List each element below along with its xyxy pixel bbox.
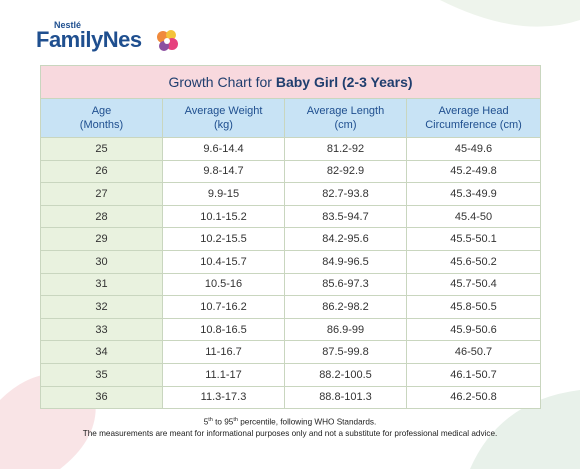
column-header-line: (Months) <box>79 119 124 131</box>
table-cell: 84.2-95.6 <box>284 227 407 251</box>
table-cell: 27 <box>40 182 163 206</box>
table-cell: 85.6-97.3 <box>284 272 407 297</box>
table-row: 34 11-16.7 87.5-99.8 46-50.7 <box>40 340 542 364</box>
table-cell: 9.6-14.4 <box>162 137 285 161</box>
table-cell: 9.9-15 <box>162 182 285 206</box>
table-cell: 35 <box>40 362 163 387</box>
table-row: 25 9.6-14.4 81.2-92 45-49.6 <box>40 137 542 161</box>
table-cell: 33 <box>40 317 163 342</box>
footnote-line: 5th to 95th percentile, following WHO St… <box>0 415 580 428</box>
table-cell: 28 <box>40 204 163 229</box>
table-cell: 83.5-94.7 <box>284 204 407 229</box>
table-cell: 87.5-99.8 <box>284 340 407 364</box>
table-cell: 45.7-50.4 <box>405 272 542 297</box>
column-header-line: Age <box>91 105 112 117</box>
table-row: 28 10.1-15.2 83.5-94.7 45.4-50 <box>40 204 542 229</box>
fn-sup: th <box>233 417 238 423</box>
table-cell: 84.9-96.5 <box>284 249 407 274</box>
title-emphasis: Baby Girl (2-3 Years) <box>275 74 413 90</box>
table-cell: 81.2-92 <box>284 137 407 161</box>
table-row: 29 10.2-15.5 84.2-95.6 45.5-50.1 <box>40 227 542 251</box>
table-cell: 86.2-98.2 <box>284 295 407 319</box>
fn-part: to 95 <box>212 417 234 427</box>
table-cell: 46.1-50.7 <box>405 362 542 387</box>
table-cell: 36 <box>40 385 163 410</box>
table-cell: 31 <box>40 272 163 297</box>
footnote-line: The measurements are meant for informati… <box>82 428 498 438</box>
table-row: 36 11.3-17.3 88.8-101.3 46.2-50.8 <box>40 385 542 410</box>
table-cell: 11.3-17.3 <box>162 385 285 410</box>
fn-part: 5 <box>203 417 209 427</box>
table-row: 27 9.9-15 82.7-93.8 45.3-49.9 <box>40 182 542 206</box>
footnote: 5th to 95th percentile, following WHO St… <box>0 415 580 439</box>
column-header-line: Average Length <box>306 105 385 117</box>
table-cell: 45-49.6 <box>405 137 542 161</box>
column-header: Average Head Circumference (cm) <box>405 98 542 138</box>
fn-part: percentile, following WHO Standards. <box>237 417 377 427</box>
column-header-line: (kg) <box>214 119 233 131</box>
growth-table: Growth Chart for Baby Girl (2-3 Years) A… <box>39 65 542 410</box>
column-header: Age (Months) <box>40 98 163 138</box>
table-row: 26 9.8-14.7 82-92.9 45.2-49.8 <box>40 159 542 184</box>
brand-small: Nestlé <box>54 20 82 30</box>
table-row: 31 10.5-16 85.6-97.3 45.7-50.4 <box>40 272 542 297</box>
table-cell: 34 <box>40 340 163 364</box>
table-cell: 82-92.9 <box>284 159 407 184</box>
table-cell: 10.8-16.5 <box>162 317 285 342</box>
table-title: Growth Chart for Baby Girl (2-3 Years) <box>39 65 542 99</box>
table-cell: 46.2-50.8 <box>405 385 542 410</box>
title-prefix: Growth Chart for <box>168 74 276 90</box>
column-header: Average Length (cm) <box>284 98 407 138</box>
column-header: Average Weight (kg) <box>162 98 285 138</box>
column-header-line: Circumference (cm) <box>425 119 522 131</box>
table-cell: 32 <box>40 295 163 319</box>
column-header-line: (cm) <box>334 119 357 131</box>
table-cell: 45.4-50 <box>405 204 542 229</box>
table-body: 25 9.6-14.4 81.2-92 45-49.6 26 9.8-14.7 82-92.… <box>40 137 542 410</box>
table-cell: 45.5-50.1 <box>405 227 542 251</box>
table-cell: 9.8-14.7 <box>162 159 285 184</box>
column-header-line: Average Head <box>438 105 509 117</box>
table-cell: 45.6-50.2 <box>405 249 542 274</box>
table-cell: 46-50.7 <box>405 340 542 364</box>
table-row: 32 10.7-16.2 86.2-98.2 45.8-50.5 <box>40 295 542 319</box>
table-cell: 11.1-17 <box>162 362 285 387</box>
table-cell: 11-16.7 <box>162 340 285 364</box>
table-row: 33 10.8-16.5 86.9-99 45.9-50.6 <box>40 317 542 342</box>
brand: FamilyNes <box>36 27 142 52</box>
table-cell: 88.8-101.3 <box>284 385 407 410</box>
table-cell: 82.7-93.8 <box>284 182 407 206</box>
table-cell: 25 <box>40 137 163 161</box>
table-cell: 45.8-50.5 <box>405 295 542 319</box>
table-cell: 45.2-49.8 <box>405 159 542 184</box>
table-cell: 10.4-15.7 <box>162 249 285 274</box>
table-cell: 26 <box>40 159 163 184</box>
table-cell: 29 <box>40 227 163 251</box>
table-row: 35 11.1-17 88.2-100.5 46.1-50.7 <box>40 362 542 387</box>
header-row: Age (Months) Average Weight (kg) Average Len… <box>40 98 542 138</box>
table-cell: 30 <box>40 249 163 274</box>
table-cell: 86.9-99 <box>284 317 407 342</box>
table-row: 30 10.4-15.7 84.9-96.5 45.6-50.2 <box>40 249 542 274</box>
table-cell: 45.9-50.6 <box>405 317 542 342</box>
fn-sup: th <box>208 417 213 423</box>
table-cell: 45.3-49.9 <box>405 182 542 206</box>
table-cell: 10.1-15.2 <box>162 204 285 229</box>
table-cell: 10.5-16 <box>162 272 285 297</box>
table-cell: 10.7-16.2 <box>162 295 285 319</box>
column-header-line: Average Weight <box>184 105 263 117</box>
table-cell: 10.2-15.5 <box>162 227 285 251</box>
table-cell: 88.2-100.5 <box>284 362 407 387</box>
